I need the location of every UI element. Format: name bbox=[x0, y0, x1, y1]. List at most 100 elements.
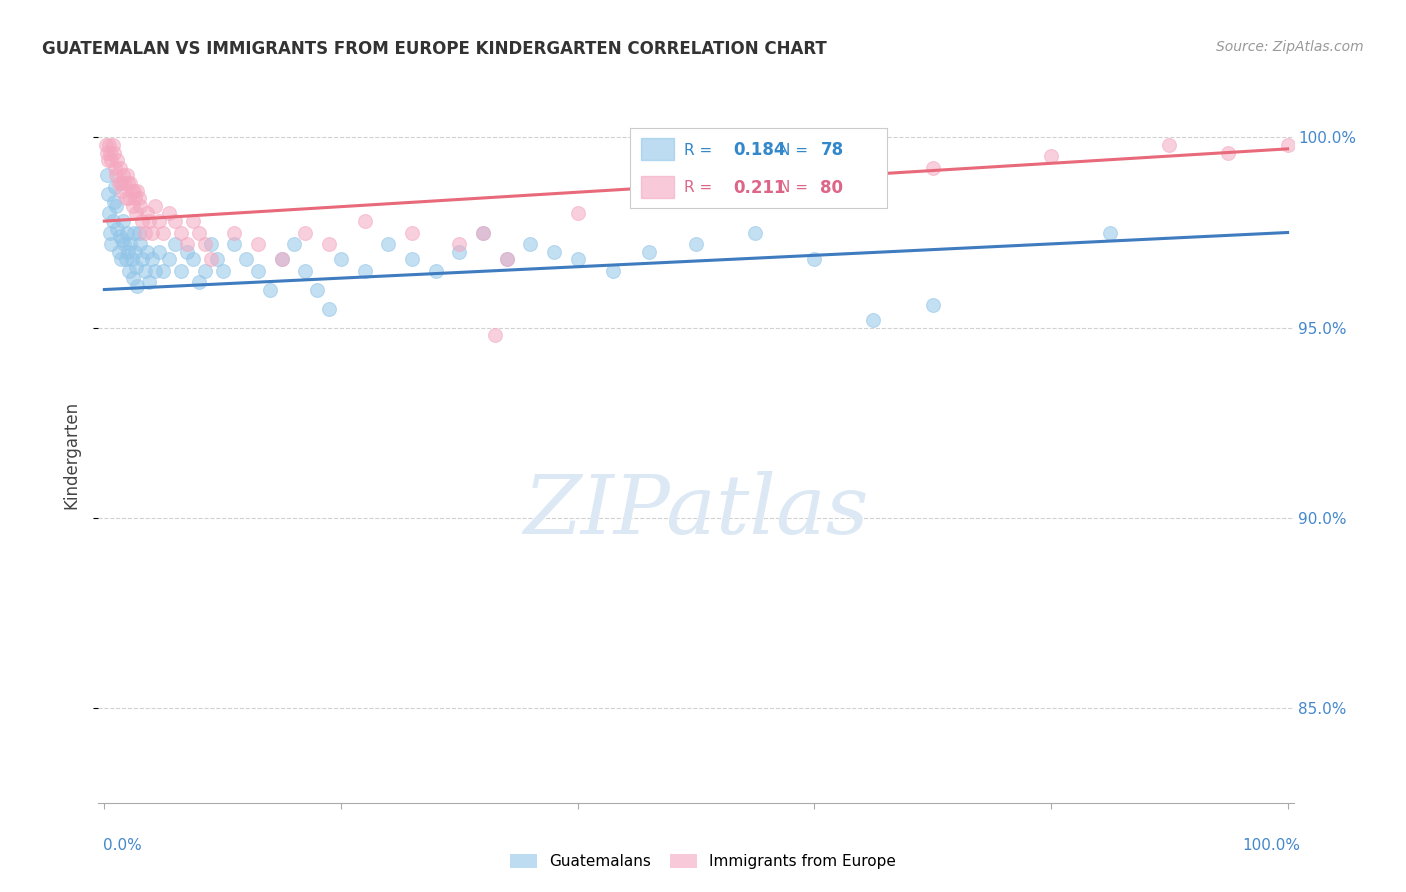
Text: 80: 80 bbox=[820, 179, 844, 197]
Point bbox=[283, 236, 305, 251]
Point bbox=[270, 252, 292, 266]
Point bbox=[104, 161, 127, 175]
Text: R =: R = bbox=[685, 180, 717, 195]
Point bbox=[194, 236, 217, 251]
Text: Source: ZipAtlas.com: Source: ZipAtlas.com bbox=[1216, 40, 1364, 54]
Point bbox=[165, 214, 187, 228]
Point bbox=[105, 153, 128, 168]
Point bbox=[108, 161, 131, 175]
Point bbox=[115, 226, 138, 240]
Point bbox=[181, 252, 204, 266]
Point bbox=[685, 236, 707, 251]
Point bbox=[307, 283, 329, 297]
Point bbox=[495, 252, 517, 266]
Point bbox=[449, 236, 471, 251]
FancyBboxPatch shape bbox=[641, 137, 673, 160]
Point bbox=[114, 236, 136, 251]
Text: R =: R = bbox=[685, 143, 717, 158]
Point bbox=[1039, 149, 1062, 163]
Point bbox=[114, 191, 136, 205]
Point bbox=[124, 244, 146, 259]
Point bbox=[152, 263, 174, 277]
Point bbox=[115, 169, 138, 183]
Point bbox=[114, 176, 136, 190]
Point bbox=[125, 206, 148, 220]
Point bbox=[200, 252, 222, 266]
Point bbox=[495, 252, 517, 266]
Point bbox=[181, 214, 204, 228]
Point bbox=[98, 138, 121, 153]
Point bbox=[107, 176, 129, 190]
Point bbox=[125, 260, 148, 274]
Point bbox=[117, 176, 139, 190]
Point bbox=[101, 214, 124, 228]
Point bbox=[176, 244, 198, 259]
Point bbox=[1099, 226, 1122, 240]
Point bbox=[127, 278, 149, 293]
Point bbox=[128, 199, 150, 213]
Point bbox=[118, 191, 141, 205]
Point bbox=[188, 226, 211, 240]
Point bbox=[98, 206, 121, 220]
Point bbox=[103, 145, 125, 160]
Point bbox=[128, 226, 150, 240]
Point bbox=[744, 226, 766, 240]
Point bbox=[110, 252, 132, 266]
Point bbox=[862, 313, 884, 327]
Text: ZIPatlas: ZIPatlas bbox=[523, 471, 869, 550]
Point bbox=[138, 214, 160, 228]
Point bbox=[211, 263, 233, 277]
Text: GUATEMALAN VS IMMIGRANTS FROM EUROPE KINDERGARTEN CORRELATION CHART: GUATEMALAN VS IMMIGRANTS FROM EUROPE KIN… bbox=[42, 40, 827, 58]
Point bbox=[105, 169, 128, 183]
Point bbox=[170, 226, 193, 240]
Point bbox=[449, 244, 471, 259]
Point bbox=[330, 252, 353, 266]
Point bbox=[110, 176, 132, 190]
Point bbox=[170, 263, 193, 277]
Point bbox=[118, 263, 141, 277]
Point bbox=[103, 195, 125, 210]
Point bbox=[188, 275, 211, 289]
Point bbox=[567, 252, 589, 266]
Point bbox=[259, 283, 281, 297]
Point bbox=[141, 226, 163, 240]
Point bbox=[122, 184, 145, 198]
Point bbox=[136, 206, 159, 220]
Point bbox=[117, 244, 139, 259]
Point bbox=[1277, 138, 1299, 153]
Point bbox=[134, 263, 156, 277]
Point bbox=[128, 191, 150, 205]
Point bbox=[96, 169, 118, 183]
Point bbox=[205, 252, 228, 266]
Point bbox=[353, 214, 375, 228]
Text: 100.0%: 100.0% bbox=[1243, 838, 1301, 854]
Point bbox=[176, 236, 198, 251]
Point bbox=[107, 244, 129, 259]
Point bbox=[152, 226, 174, 240]
FancyBboxPatch shape bbox=[641, 176, 673, 198]
Point bbox=[224, 236, 246, 251]
Point bbox=[104, 180, 127, 194]
Point bbox=[112, 169, 135, 183]
Point bbox=[1218, 145, 1240, 160]
Legend: Guatemalans, Immigrants from Europe: Guatemalans, Immigrants from Europe bbox=[503, 848, 903, 875]
Text: N =: N = bbox=[779, 143, 813, 158]
Point bbox=[98, 145, 121, 160]
Point bbox=[108, 229, 131, 244]
Point bbox=[567, 206, 589, 220]
Point bbox=[157, 206, 180, 220]
Y-axis label: Kindergarten: Kindergarten bbox=[62, 401, 80, 509]
Point bbox=[543, 244, 565, 259]
Point bbox=[121, 199, 143, 213]
Point bbox=[294, 263, 316, 277]
Point bbox=[98, 226, 121, 240]
Point bbox=[294, 226, 316, 240]
Point bbox=[472, 226, 495, 240]
Point bbox=[120, 176, 142, 190]
Text: N =: N = bbox=[779, 180, 813, 195]
Point bbox=[637, 244, 659, 259]
Point bbox=[134, 226, 156, 240]
Point bbox=[602, 263, 624, 277]
Point bbox=[97, 187, 120, 202]
Point bbox=[484, 328, 506, 343]
